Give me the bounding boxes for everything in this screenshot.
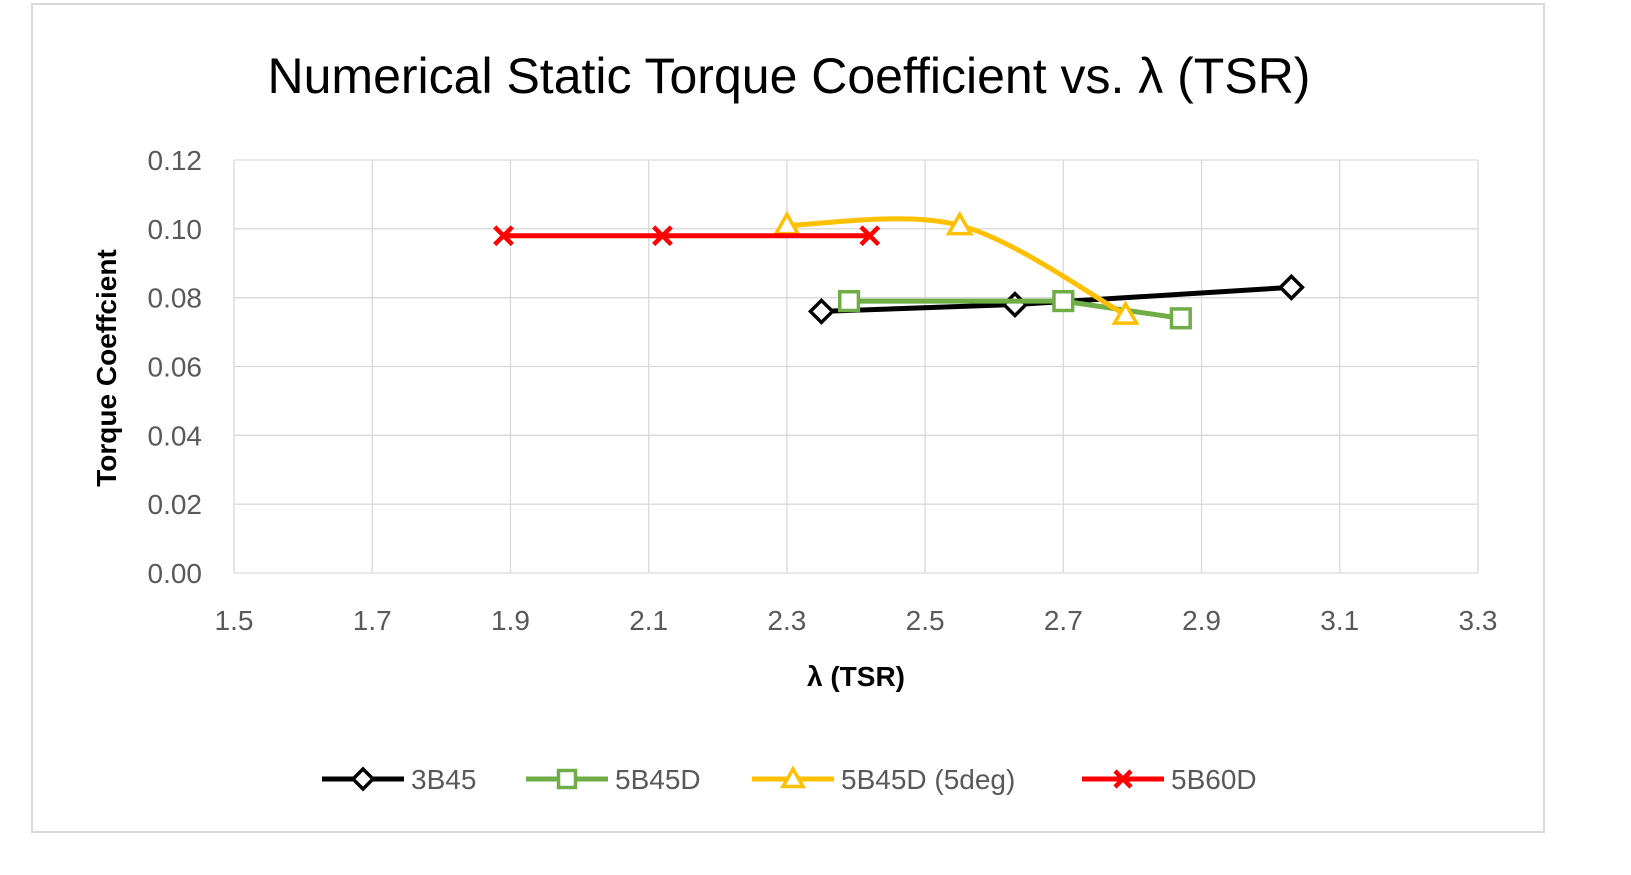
x-tick-label: 1.5 (215, 605, 254, 636)
x-tick-label: 2.9 (1182, 605, 1221, 636)
y-tick-label: 0.08 (148, 283, 203, 314)
square-marker (556, 768, 578, 790)
y-tick-label: 0.06 (148, 352, 203, 383)
diamond-marker (1001, 291, 1029, 319)
triangle-marker (1111, 300, 1140, 325)
x-tick-label: 2.7 (1044, 605, 1083, 636)
x-tick-label: 1.7 (353, 605, 392, 636)
y-tick-label: 0.10 (148, 214, 203, 245)
diamond-marker (807, 297, 835, 325)
triangle-marker (779, 765, 807, 789)
y-tick-label: 0.02 (148, 489, 203, 520)
y-axis-title: Torque Coeffcient (91, 249, 122, 486)
x-tick-label: 2.5 (906, 605, 945, 636)
x-axis-ticks: 1.5 1.7 1.9 2.1 2.3 2.5 2.7 2.9 3.1 3.3 (215, 605, 1498, 636)
plot-series (493, 210, 1305, 330)
x-marker (493, 225, 514, 247)
legend-label: 5B45D (615, 764, 701, 795)
legend-label: 5B45D (5deg) (841, 764, 1015, 795)
triangle-marker (945, 210, 974, 236)
series-5b45d-5deg (772, 210, 1140, 325)
x-marker (652, 225, 673, 247)
series-3b45 (807, 273, 1305, 325)
series-5b60d (493, 225, 881, 247)
x-tick-label: 2.1 (629, 605, 668, 636)
square-marker (1169, 307, 1192, 330)
diamond-marker (1277, 273, 1305, 301)
y-tick-label: 0.12 (148, 145, 203, 176)
x-tick-label: 3.1 (1320, 605, 1359, 636)
x-marker (859, 225, 881, 247)
legend-label: 5B60D (1171, 764, 1257, 795)
diamond-marker (350, 766, 376, 792)
y-tick-label: 0.04 (148, 420, 203, 451)
x-tick-label: 2.3 (767, 605, 806, 636)
legend-item: 3B45 (322, 764, 476, 795)
x-marker (1113, 769, 1133, 789)
legend-item: 5B60D (1082, 764, 1257, 795)
x-axis-title: λ (TSR) (807, 661, 905, 692)
square-marker (837, 290, 861, 313)
series-5b45d (837, 290, 1192, 330)
x-tick-label: 1.9 (491, 605, 530, 636)
chart-title: Numerical Static Torque Coefficient vs. … (268, 48, 1311, 104)
square-marker (1052, 290, 1075, 313)
x-tick-label: 3.3 (1459, 605, 1498, 636)
legend-label: 3B45 (411, 764, 476, 795)
chart-frame (31, 3, 1545, 833)
legend-item: 5B45D (5deg) (752, 764, 1015, 795)
legend-item: 5B45D (526, 764, 701, 795)
y-axis-ticks: 0.00 0.02 0.04 0.06 0.08 0.10 0.12 (148, 145, 203, 589)
y-tick-label: 0.00 (148, 558, 203, 589)
legend: 3B45 5B45D 5B45D (5deg) 5B60D (322, 764, 1257, 795)
